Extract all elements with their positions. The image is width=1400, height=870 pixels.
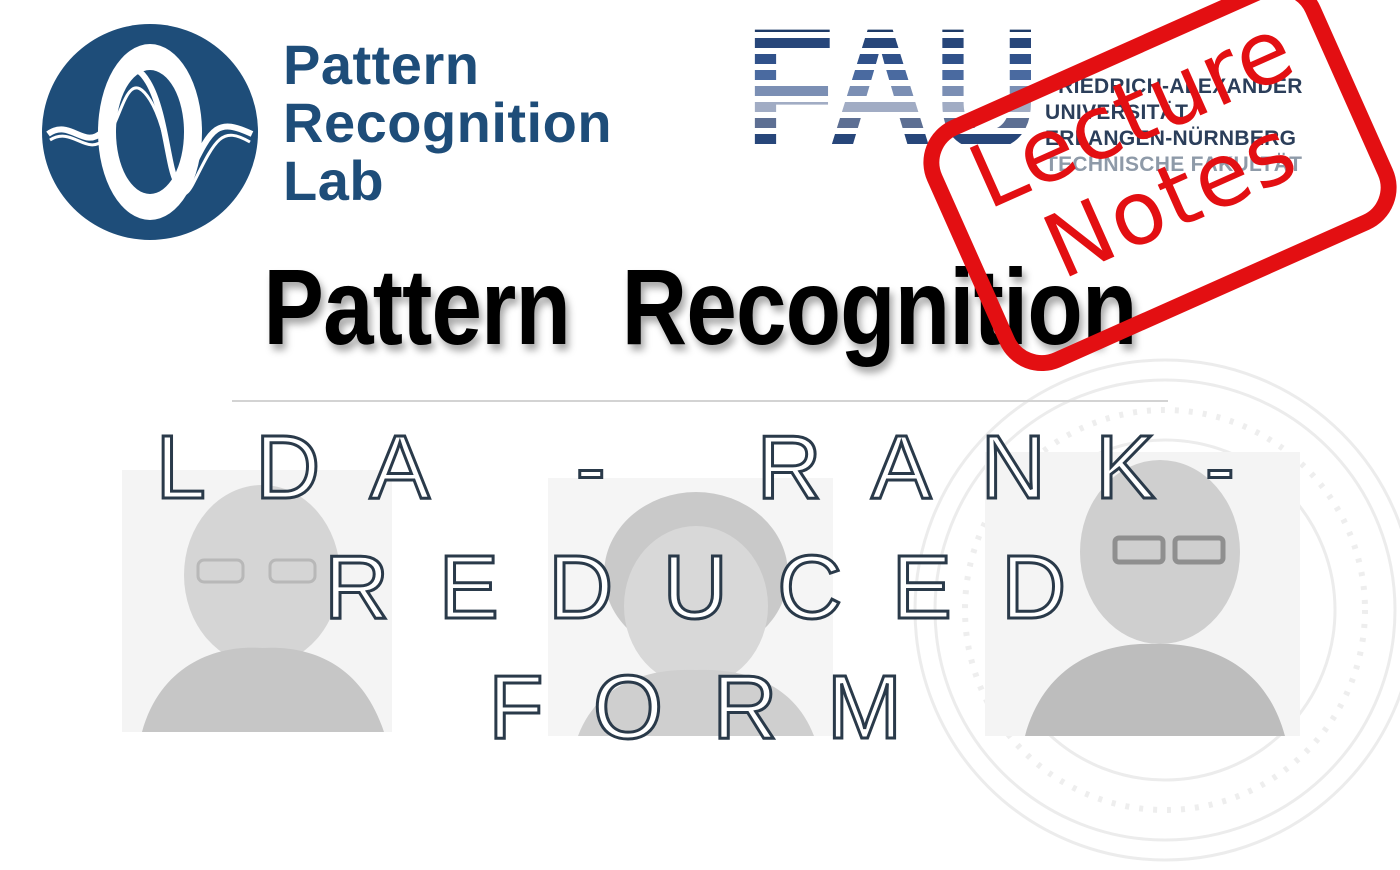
lab-name: Pattern Recognition Lab bbox=[283, 36, 612, 210]
lab-name-line2: Recognition bbox=[283, 91, 613, 154]
pattern-recognition-lab-logo bbox=[42, 24, 258, 240]
lecture-subtitle: LDA - RANK- REDUCED FORM bbox=[0, 408, 1400, 768]
subtitle-line1: LDA - RANK- bbox=[154, 417, 1285, 520]
fau-line1: FRIEDRICH-ALEXANDER bbox=[1045, 75, 1303, 98]
subtitle-line3: FORM bbox=[487, 657, 952, 760]
subtitle-line2: REDUCED bbox=[323, 537, 1116, 640]
fau-university-name: FRIEDRICH-ALEXANDER UNIVERSITÄT ERLANGEN… bbox=[1045, 74, 1390, 178]
title-divider bbox=[232, 400, 1168, 402]
portrait-center bbox=[548, 478, 833, 736]
fau-line3: ERLANGEN-NÜRNBERG bbox=[1045, 127, 1297, 150]
fau-faculty: TECHNISCHE FAKULTÄT bbox=[1045, 153, 1303, 176]
portrait-right bbox=[985, 452, 1300, 736]
fau-line2: UNIVERSITÄT bbox=[1045, 101, 1189, 124]
fau-logo: FAU bbox=[745, 22, 1040, 144]
portrait-left bbox=[122, 470, 392, 732]
page-title: Pattern Recognition bbox=[263, 246, 1137, 367]
lab-name-line3: Lab bbox=[283, 149, 385, 212]
lab-name-line1: Pattern bbox=[283, 33, 480, 96]
